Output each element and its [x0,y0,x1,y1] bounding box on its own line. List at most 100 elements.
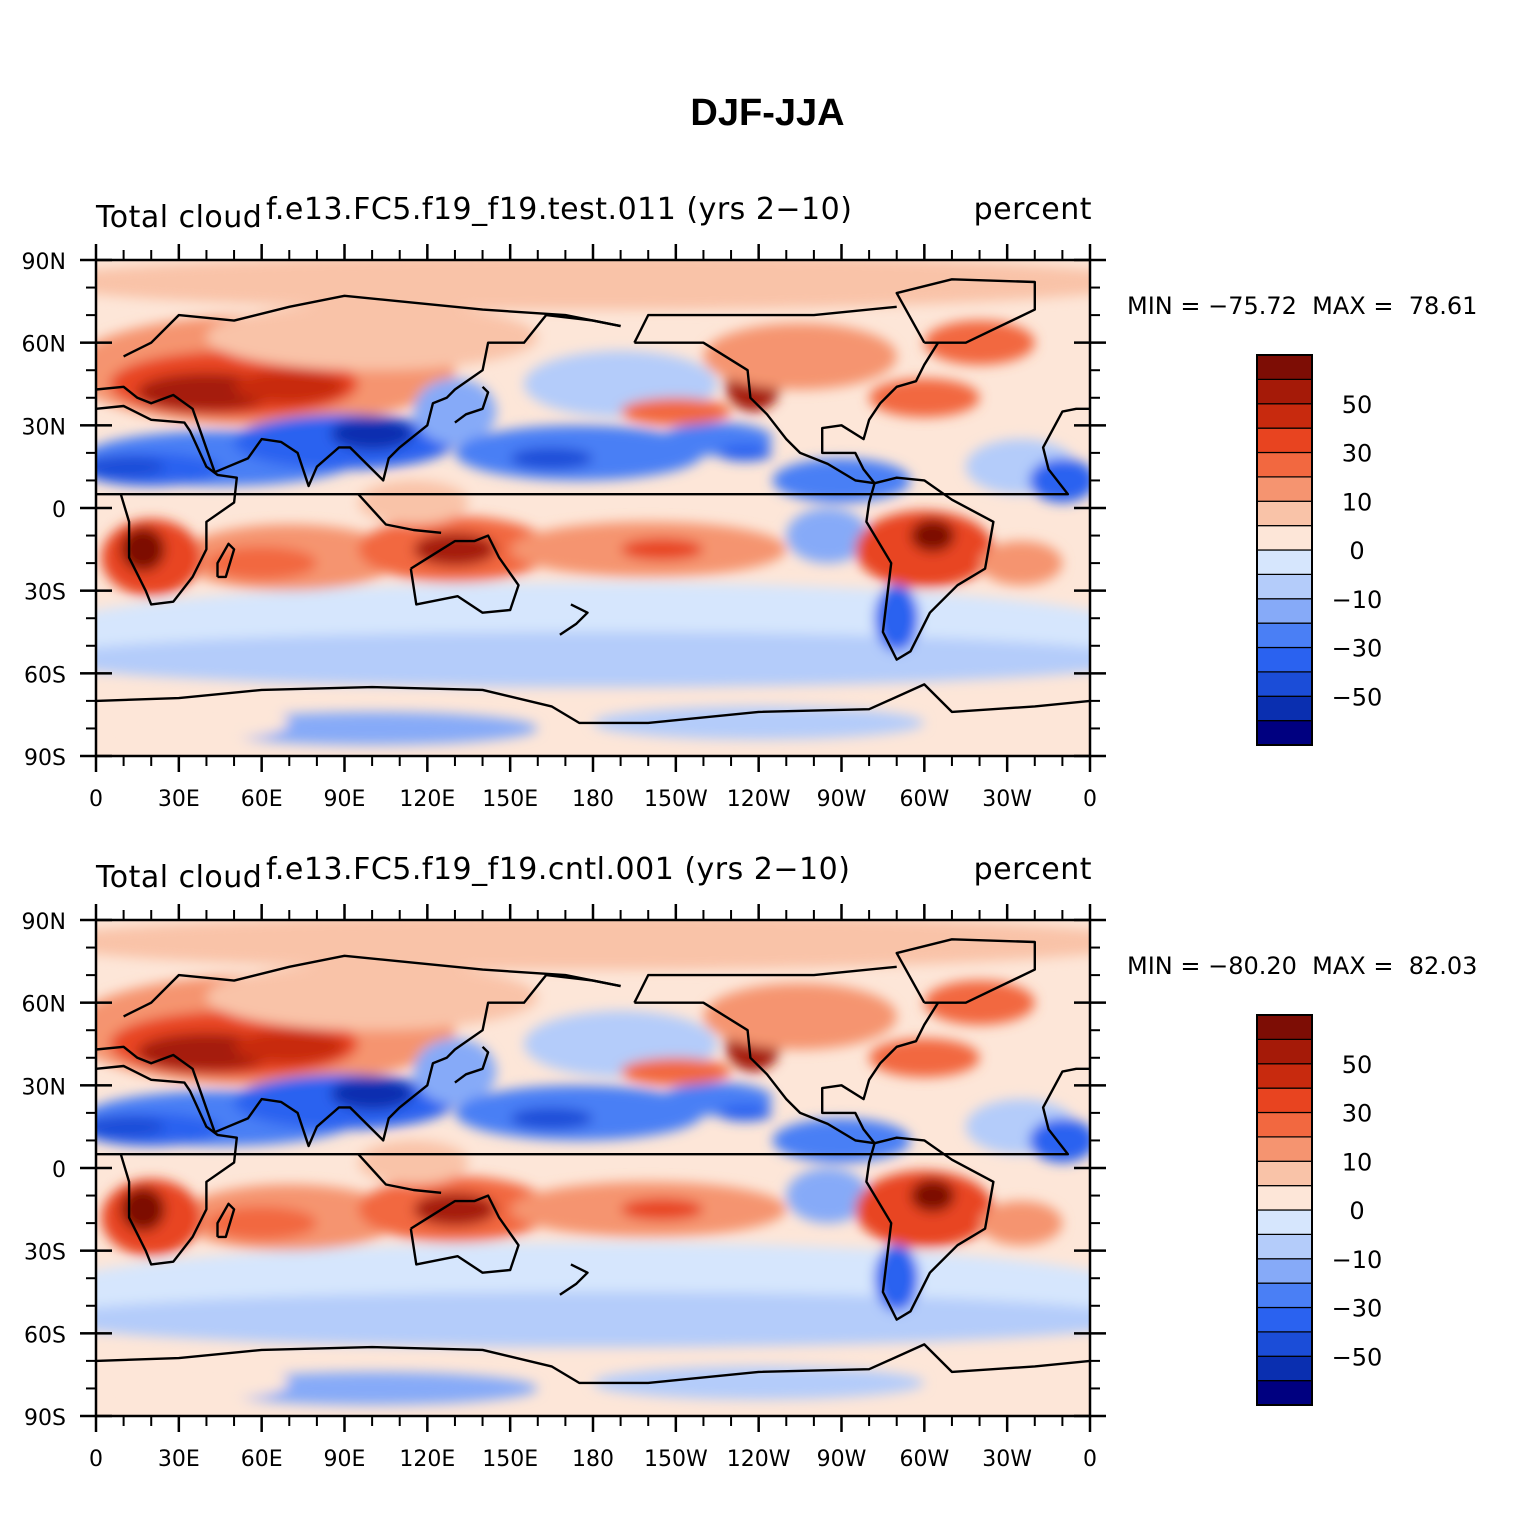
case-label: f.e13.FC5.f19_f19.test.011 (yrs 2−10) [266,192,853,227]
lat-tick-label: 30N [22,1075,66,1100]
contour-region [910,519,955,553]
colorbar-swatch [1256,1185,1313,1211]
contour-region [910,1179,955,1213]
coastline [216,1202,236,1239]
coastline [633,965,897,1004]
map-plot: 90N 60N 30N 0 30S 60S 90S 0 30E 60E 90E 120E 150E 180… [22,904,1383,1472]
variable-label: Total cloud [96,200,263,235]
colorbar-swatch [1256,598,1313,624]
lon-tick-label: 120W [727,787,791,812]
coastline [357,1153,442,1194]
colorbar-label: −50 [1332,683,1383,711]
min-max-label: MIN = −80.20 MAX = 82.03 [1127,952,1478,980]
contour-region [96,920,1090,970]
contour-region [593,706,925,740]
colorbar-label: −30 [1332,1295,1383,1323]
coastline [895,278,1036,344]
lon-tick-label: 60W [899,1447,949,1472]
lon-tick-label: 0 [1083,1447,1097,1472]
main-title: DJF-JJA [690,92,845,134]
colorbar-swatch [1256,720,1313,746]
contour-region [413,378,497,445]
lat-tick-label: 60N [22,993,66,1018]
lon-tick-label: 90W [817,787,867,812]
contour-region [120,527,166,572]
coastline [865,1136,995,1321]
coastline [895,938,1036,1004]
lon-tick-label: 120E [399,1447,455,1472]
coastline [409,534,520,614]
coastline [96,1343,1090,1385]
coastline [821,1002,940,1144]
contour-region [620,1198,704,1221]
colorbar-label: 30 [1342,1100,1373,1128]
contour-region [703,983,897,1050]
contour-region [924,320,1035,365]
contour-region [703,323,897,390]
lon-tick-label: 120E [399,787,455,812]
lat-tick-label: 30N [22,415,66,440]
lon-tick-label: 90W [817,1447,867,1472]
contour-region [786,1168,870,1224]
colorbar-label: 0 [1349,1197,1364,1225]
contour-region [123,1366,290,1400]
lon-tick-label: 150E [482,1447,538,1472]
colorbar-frame [1256,1014,1313,1406]
lon-tick-label: 30E [158,1447,200,1472]
contour-region [786,508,870,564]
colorbar-swatch [1256,1233,1313,1260]
lat-tick-label: 90S [24,1406,66,1431]
colorbar-swatch [1256,1087,1313,1114]
contour-region [330,1077,414,1111]
contour-region [96,260,1090,310]
units-label: percent [973,852,1092,887]
top-map-panel: Total cloud f.e13.FC5.f19_f19.test.011 (… [0,192,1535,860]
lat-tick-label: 60S [24,1323,66,1348]
lon-tick-label: 60W [899,787,949,812]
coastline [634,1001,875,1145]
colorbar-swatch [1256,476,1313,502]
contour-region [874,585,919,652]
contour-region [1029,1118,1090,1163]
coastline [559,1263,589,1296]
contour-region [593,1366,925,1400]
colorbar-swatch [1256,1038,1313,1065]
lon-tick-label: 180 [572,787,614,812]
colorbar-swatch [1256,1258,1313,1284]
lon-tick-label: 150W [644,787,708,812]
contour-region [717,444,773,462]
case-label: f.e13.FC5.f19_f19.cntl.001 (yrs 2−10) [266,852,851,887]
coastline [559,603,589,636]
coastline [96,1064,238,1266]
contour-region [620,397,732,426]
lon-tick-label: 0 [89,787,103,812]
coastline [454,1045,490,1084]
colorbar-label: −10 [1332,586,1383,614]
colorbar-swatch [1256,1306,1313,1333]
variable-label: Total cloud [96,860,263,895]
colorbar-swatch [1256,1355,1313,1382]
colorbar-swatch [1256,573,1313,600]
lon-tick-label: 180 [572,1447,614,1472]
lat-tick-label: 0 [52,1158,66,1183]
contour-region [620,1057,732,1086]
lon-tick-label: 30E [158,787,200,812]
contour-region [979,1201,1063,1246]
contour-region [358,480,469,525]
coastline [865,476,995,661]
coastline [357,493,442,534]
colorbar-swatch [1256,622,1313,649]
lat-tick-label: 90S [24,746,66,771]
bottom-map-panel: Total cloud f.e13.FC5.f19_f19.cntl.001 (… [0,852,1535,1520]
colorbar-swatch [1256,695,1313,722]
contour-region [120,1187,166,1232]
coastline [216,542,236,579]
contour-region [234,370,345,404]
coastline [123,954,621,1018]
lat-tick-label: 0 [52,498,66,523]
lon-tick-label: 0 [1083,787,1097,812]
lon-tick-label: 90E [324,787,366,812]
colorbar-label: 30 [1342,440,1373,468]
contour-region [206,711,538,745]
contour-region [874,1245,919,1312]
